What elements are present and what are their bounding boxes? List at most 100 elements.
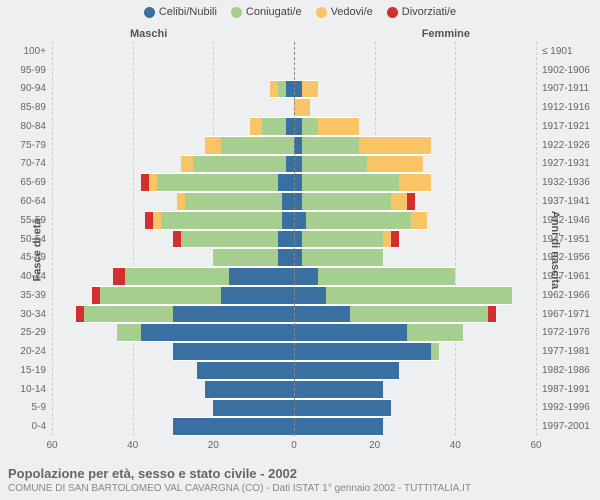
birth-year-label: 1937-1941 [538,192,600,211]
bar-segment [181,155,193,174]
age-label: 75-79 [0,136,50,155]
bar-segment [282,211,294,230]
bar-segment [286,155,294,174]
bar-segment [173,417,294,436]
bar-segment [318,117,358,136]
male-bar [52,342,294,361]
x-tick-label: 0 [291,440,297,451]
age-label: 5-9 [0,399,50,418]
x-tick-label: 40 [450,440,461,451]
female-bar [294,80,536,99]
chart-subtitle: COMUNE DI SAN BARTOLOMEO VAL CAVARGNA (C… [8,483,471,494]
bar-segment [278,230,294,249]
bar-segment [286,80,294,99]
bar-segment [173,305,294,324]
bar-segment [383,230,391,249]
female-bar [294,342,536,361]
bar-segment [302,155,367,174]
male-bar [52,399,294,418]
bar-segment [250,117,262,136]
bar-segment [270,80,278,99]
bar-segment [76,305,84,324]
bar-segment [286,117,294,136]
bar-segment [294,267,318,286]
bar-segment [302,80,318,99]
age-group-labels: 100+95-9990-9485-8980-8475-7970-7465-696… [0,42,50,436]
bar-segment [350,305,487,324]
legend-swatch [231,7,242,18]
legend-item: Celibi/Nubili [144,6,217,18]
female-bar [294,61,536,80]
female-bar [294,417,536,436]
legend: Celibi/Nubili Coniugati/e Vedovi/e Divorzia… [0,0,600,22]
age-label: 55-59 [0,211,50,230]
male-bar [52,192,294,211]
bar-segment [294,136,302,155]
legend-item: Vedovi/e [316,6,373,18]
female-bar [294,136,536,155]
bar-segment [302,192,391,211]
bar-segment [205,136,221,155]
bar-segment [391,192,407,211]
bar-segment [294,361,399,380]
birth-year-label: 1972-1976 [538,323,600,342]
age-label: 0-4 [0,417,50,436]
male-bar [52,211,294,230]
bar-segment [100,286,221,305]
birth-year-label: 1977-1981 [538,342,600,361]
legend-swatch [387,7,398,18]
center-line [294,42,295,436]
male-bar [52,323,294,342]
bar-segment [84,305,173,324]
male-bar [52,361,294,380]
bar-segment [302,117,318,136]
bar-segment [294,192,302,211]
birth-year-label: 1902-1906 [538,61,600,80]
age-label: 90-94 [0,80,50,99]
legend-item: Divorziati/e [387,6,456,18]
male-bar [52,248,294,267]
bar-segment [173,342,294,361]
age-label: 20-24 [0,342,50,361]
bar-segment [173,230,181,249]
female-bar [294,230,536,249]
population-pyramid-chart: Celibi/Nubili Coniugati/e Vedovi/e Divorzia… [0,0,600,500]
bar-segment [278,80,286,99]
x-tick-label: 60 [530,440,541,451]
bar-segment [157,173,278,192]
plot-area [52,42,536,436]
birth-year-label: 1912-1916 [538,98,600,117]
chart-footer: Popolazione per età, sesso e stato civil… [8,466,471,494]
bar-segment [229,267,294,286]
female-bar [294,192,536,211]
bar-segment [407,192,415,211]
bar-segment [153,211,161,230]
female-bar [294,323,536,342]
male-label: Maschi [130,28,167,40]
bar-segment [411,211,427,230]
legend-item: Coniugati/e [231,6,302,18]
age-label: 65-69 [0,173,50,192]
birth-year-label: 1947-1951 [538,230,600,249]
legend-label: Vedovi/e [331,6,373,18]
age-label: 50-54 [0,230,50,249]
age-label: 10-14 [0,380,50,399]
bar-segment [302,248,383,267]
male-bar [52,61,294,80]
legend-label: Coniugati/e [246,6,302,18]
female-bar [294,267,536,286]
bar-segment [185,192,282,211]
bar-segment [306,211,411,230]
bar-segment [145,211,153,230]
female-bar [294,399,536,418]
age-label: 60-64 [0,192,50,211]
bar-segment [141,173,149,192]
bar-segment [399,173,431,192]
bar-segment [177,192,185,211]
bar-segment [213,248,278,267]
birth-year-label: 1957-1961 [538,267,600,286]
female-bar [294,286,536,305]
birth-year-label: 1982-1986 [538,361,600,380]
x-tick-label: 40 [127,440,138,451]
x-axis: 6040200204060 [52,438,536,454]
